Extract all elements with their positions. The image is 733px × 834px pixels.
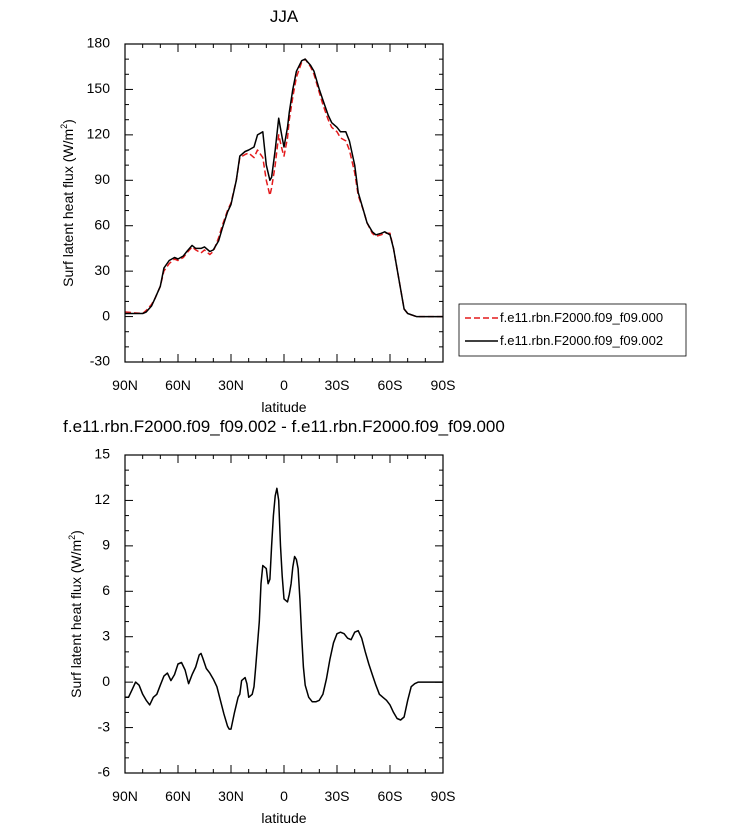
bottom-y-tick-label: -3 — [98, 718, 111, 734]
bottom-x-tick-label: 0 — [280, 788, 288, 804]
top-panel: JJA -30 0 30 60 90 120 150 180 90N 60N 3… — [59, 7, 687, 415]
top-ticks — [124, 43, 444, 363]
bottom-y-tick-label: -6 — [98, 764, 111, 780]
top-y-axis-label: Surf latent heat flux (W/m2) — [59, 119, 76, 287]
top-y-tick-label: 90 — [94, 171, 110, 187]
legend-label-000: f.e11.rbn.F2000.f09_f09.000 — [500, 310, 663, 325]
top-x-tick-label: 60S — [378, 377, 403, 393]
bottom-x-tick-label: 90N — [112, 788, 138, 804]
top-y-tick-label: 120 — [87, 126, 111, 142]
legend-box — [458, 303, 687, 357]
bottom-y-tick-label: 3 — [102, 627, 110, 643]
top-x-tick-label: 90S — [431, 377, 456, 393]
bottom-y-tick-label: 12 — [94, 491, 110, 507]
top-x-tick-label: 90N — [112, 377, 138, 393]
bottom-panel: f.e11.rbn.F2000.f09_f09.002 - f.e11.rbn.… — [63, 417, 505, 826]
top-y-tick-label: 150 — [87, 80, 111, 96]
bottom-plot-frame — [124, 454, 444, 774]
bottom-y-axis-label: Surf latent heat flux (W/m2) — [67, 530, 84, 698]
top-series-layer — [124, 58, 443, 318]
top-series-line-1 — [125, 58, 443, 318]
bottom-y-tick-label: 9 — [102, 537, 110, 553]
top-title: JJA — [270, 7, 299, 26]
top-legend: f.e11.rbn.F2000.f09_f09.000 f.e11.rbn.F2… — [458, 303, 687, 357]
top-y-tick-label: 0 — [102, 307, 110, 323]
bottom-x-tick-label: 30S — [325, 788, 350, 804]
bottom-x-axis-label: latitude — [261, 810, 306, 826]
bottom-x-tick-label: 60N — [165, 788, 191, 804]
legend-label-002: f.e11.rbn.F2000.f09_f09.002 — [500, 333, 663, 348]
top-x-tick-label: 60N — [165, 377, 191, 393]
top-x-tick-label: 30S — [325, 377, 350, 393]
top-y-tick-label: -30 — [90, 353, 110, 369]
top-y-tick-label: 60 — [94, 216, 110, 232]
top-plot-frame — [124, 43, 444, 363]
bottom-y-tick-label: 6 — [102, 582, 110, 598]
top-x-tick-label: 30N — [218, 377, 244, 393]
bottom-series-layer — [125, 487, 443, 730]
top-y-tick-label: 30 — [94, 262, 110, 278]
bottom-title: f.e11.rbn.F2000.f09_f09.002 - f.e11.rbn.… — [63, 417, 505, 436]
bottom-x-tick-label: 30N — [218, 788, 244, 804]
top-y-tick-label: 180 — [87, 35, 111, 51]
top-series-line-0 — [124, 58, 443, 318]
bottom-ticks — [124, 454, 444, 774]
bottom-series-line-0 — [125, 487, 443, 730]
bottom-y-tick-label: 15 — [94, 446, 110, 462]
top-x-tick-label: 0 — [280, 377, 288, 393]
bottom-x-tick-label: 90S — [431, 788, 456, 804]
top-x-axis-label: latitude — [261, 399, 306, 415]
bottom-x-tick-label: 60S — [378, 788, 403, 804]
bottom-y-tick-label: 0 — [102, 673, 110, 689]
